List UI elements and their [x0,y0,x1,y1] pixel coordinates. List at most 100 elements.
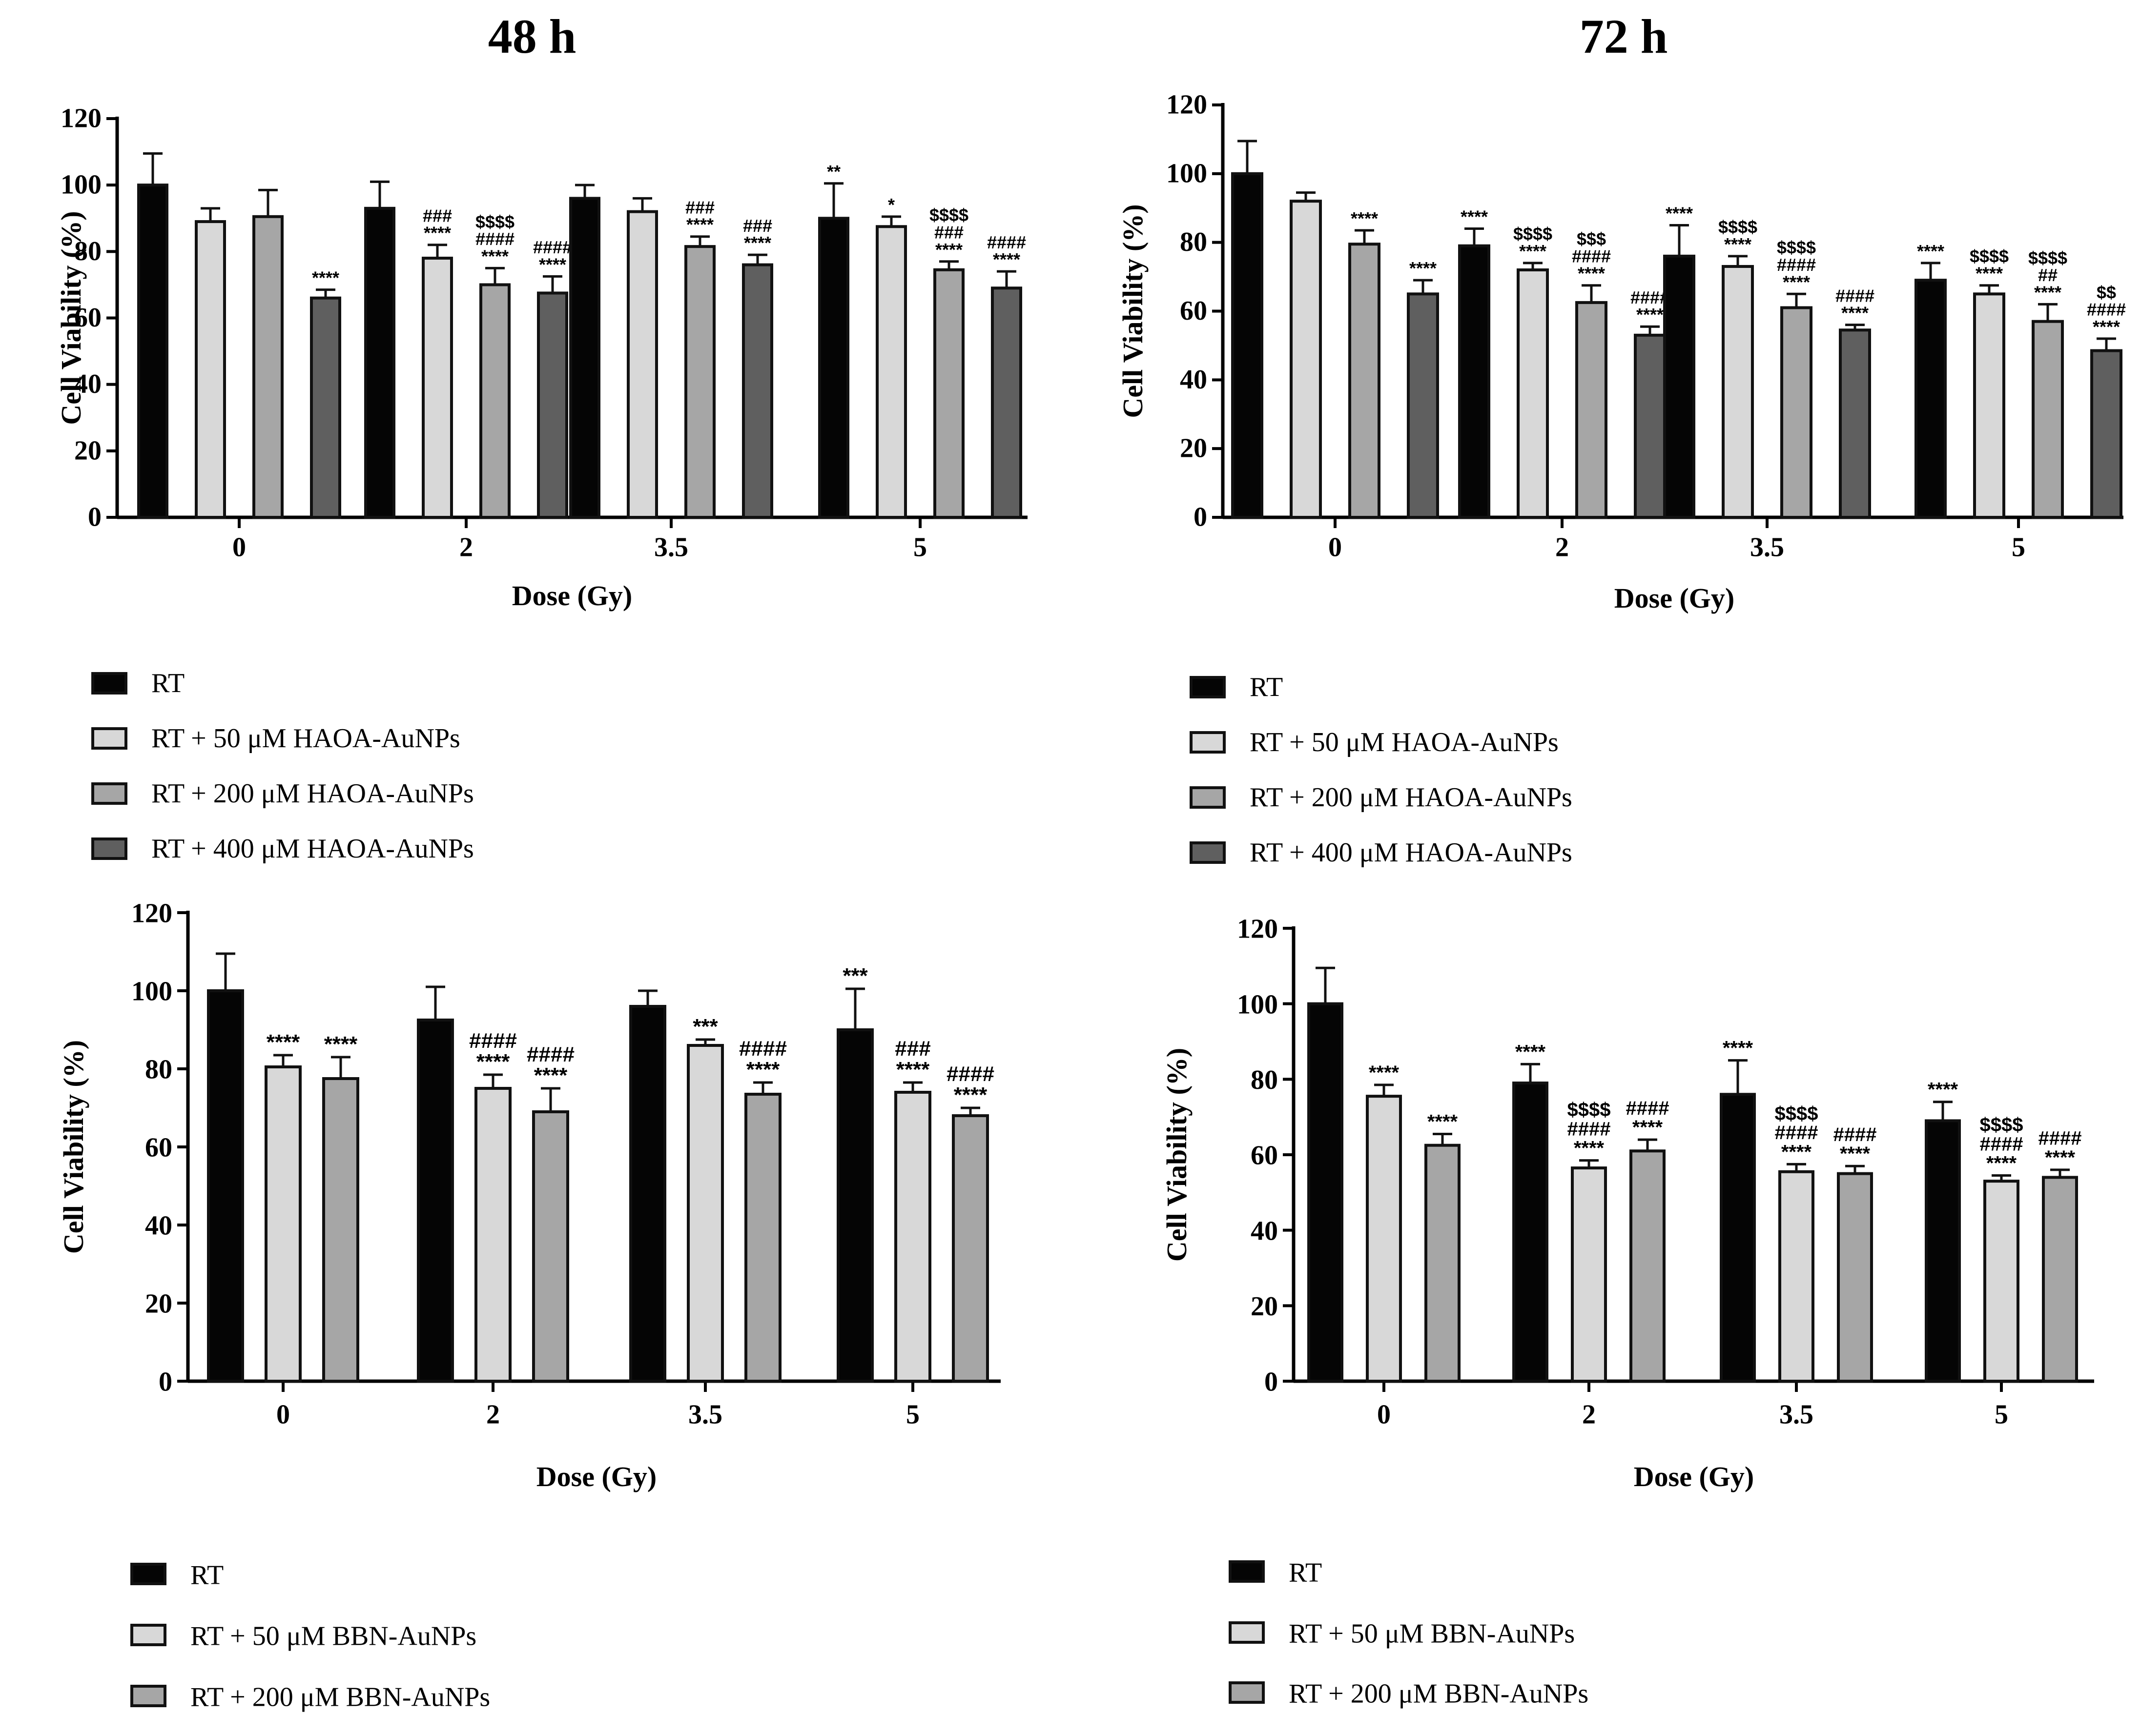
x-tick-label: 2 [1582,1399,1596,1430]
significance-label: $$$$ [1513,224,1552,244]
y-tick-label: 100 [131,977,172,1007]
bar [1307,1002,1343,1383]
y-tick-label: 60 [145,1133,172,1163]
bar [1366,1095,1402,1383]
legend-label: RT + 200 μM BBN-AuNPs [190,1682,490,1712]
significance-label: **** [1636,305,1664,325]
y-tick-label: 80 [74,236,102,266]
bar [265,1065,302,1383]
x-tick-label: 5 [906,1399,920,1430]
significance-label: **** [2093,317,2120,337]
significance-label: **** [1632,1117,1663,1138]
chart-bottom-right: 0 20 40 60 80 100 120 0 2 3.5 5 Dose (Gy) Cell Viabi… [1161,914,2094,1709]
significance-label: ### [895,1037,930,1061]
significance-label: ### [743,216,772,236]
significance-label: **** [1928,1079,1958,1101]
bar [1458,244,1490,519]
bar [1722,265,1754,519]
significance-label: #### [1630,287,1669,307]
significance-label: ** [827,162,841,182]
x-axis-label: Dose (Gy) [536,1461,657,1492]
legend-swatch [1229,1681,1265,1704]
bar [1837,1172,1873,1383]
bar [1634,333,1666,519]
bar [532,1110,569,1383]
bar [933,268,965,519]
y-tick-label: 20 [1180,433,1207,464]
y-tick-label: 0 [1194,502,1207,532]
x-tick-label: 2 [459,532,473,563]
bar [364,206,395,519]
significance-label: $$$$ [1970,246,2009,266]
bar [479,283,511,519]
significance-label: *** [843,964,868,988]
legend-swatch [91,672,127,694]
bar [252,215,284,519]
y-tick-label: 80 [1180,227,1207,257]
significance-label: *** [693,1015,718,1039]
legend-label: RT + 50 μM BBN-AuNPs [190,1621,476,1651]
significance-label: $$ [2097,282,2116,302]
header-72h: 72 h [1580,9,1668,63]
bar [629,1005,666,1383]
bar [1983,1180,2019,1383]
bar [1778,1170,1814,1383]
legend-label: RT + 200 μM HAOA-AuNPs [1250,782,1572,813]
significance-label: **** [2045,1147,2076,1168]
significance-label: * [888,195,895,215]
bar [417,1019,454,1383]
significance-label: **** [746,1058,780,1082]
significance-label: **** [896,1058,930,1082]
legend-label: RT + 50 μM HAOA-AuNPs [1250,727,1559,757]
y-tick-label: 120 [61,103,102,134]
header-48h: 48 h [488,9,576,63]
y-tick-label: 100 [61,170,102,200]
y-tick-label: 40 [1180,365,1207,395]
x-tick-label: 5 [1995,1399,2008,1430]
significance-label: $$$$ [929,205,968,225]
significance-label: #### [2038,1128,2082,1149]
bar [627,210,658,519]
significance-label: **** [1723,1038,1753,1059]
legend-swatch [1229,1621,1265,1644]
legend-label: RT [151,668,185,698]
y-tick-label: 20 [1251,1291,1278,1322]
bar [1780,306,1812,519]
significance-label: **** [993,249,1020,269]
bar [744,1093,782,1383]
legend-label: RT [1289,1557,1322,1588]
legend-swatch [130,1624,166,1646]
significance-label: **** [1578,264,1605,284]
chart-top-right: 0 20 40 60 80 100 120 0 2 3.5 5 Dose (Gy) Cell Viabi… [1117,90,2126,868]
significance-label: **** [312,268,339,288]
significance-label: #### [1775,1122,1818,1144]
x-tick-label: 5 [913,532,927,563]
y-tick-label: 80 [145,1055,172,1085]
significance-label: **** [1724,234,1751,254]
bar [310,296,341,519]
x-tick-label: 0 [1328,532,1342,563]
bar [1231,172,1263,519]
significance-label: ### [934,222,964,242]
x-axis-label: Dose (Gy) [1634,1461,1754,1492]
y-tick-label: 0 [159,1367,172,1397]
bar [1839,328,1871,519]
legend-swatch [91,782,127,805]
bar [2042,1176,2078,1383]
legend-swatch [1229,1560,1265,1583]
significance-label: ### [685,197,715,217]
significance-label: **** [1427,1111,1458,1132]
bar [2090,349,2122,519]
bar [684,245,716,519]
bar [1571,1166,1607,1383]
y-tick-label: 60 [74,303,102,333]
bar [207,989,244,1383]
legend-label: RT + 200 μM BBN-AuNPs [1289,1678,1588,1709]
bar [1290,200,1322,519]
y-tick-label: 80 [1251,1065,1278,1095]
significance-label: **** [324,1032,358,1056]
bar [1629,1149,1666,1383]
chart-top-left: 0 20 40 60 80 100 120 0 2 3.5 5 Dose (Gy) Cell Viabi… [55,103,1028,864]
significance-label: #### [1833,1124,1877,1145]
